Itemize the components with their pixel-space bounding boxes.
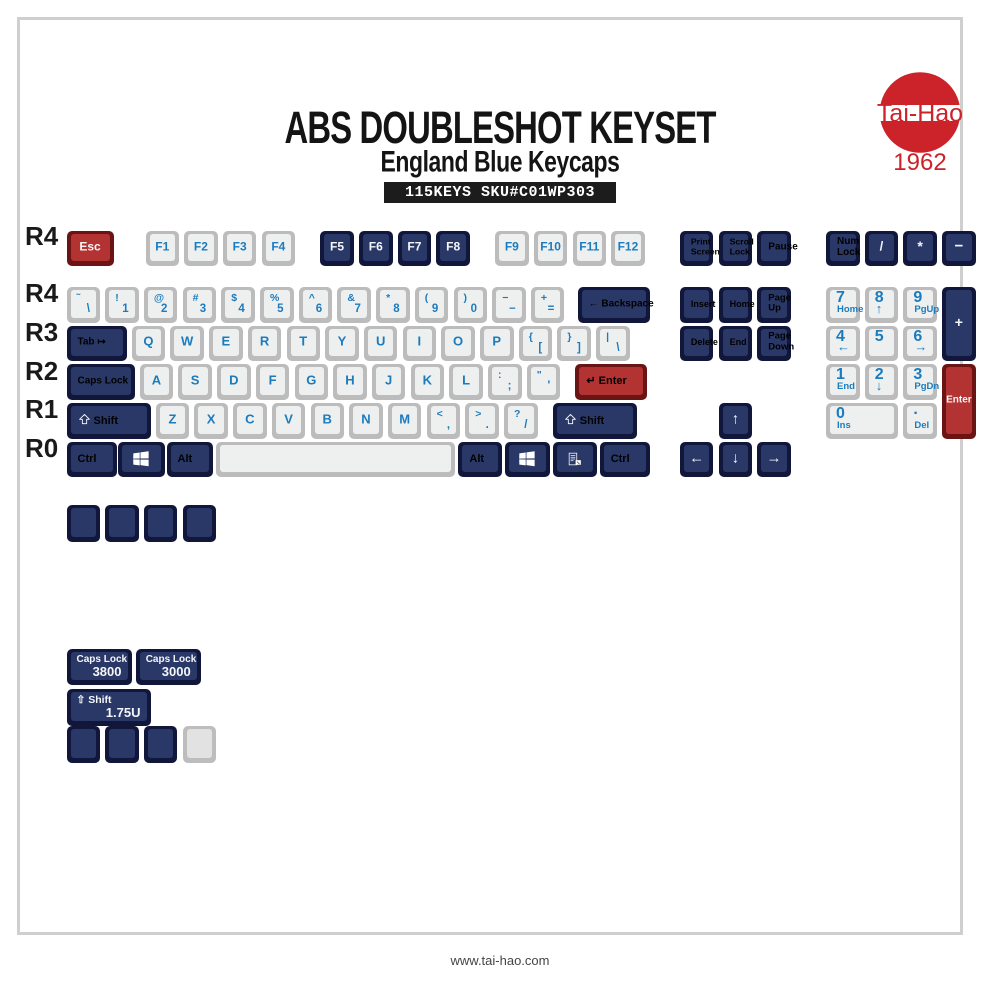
svg-text:1962: 1962: [893, 149, 946, 176]
svg-text:Tai-Hao: Tai-Hao: [877, 100, 963, 128]
